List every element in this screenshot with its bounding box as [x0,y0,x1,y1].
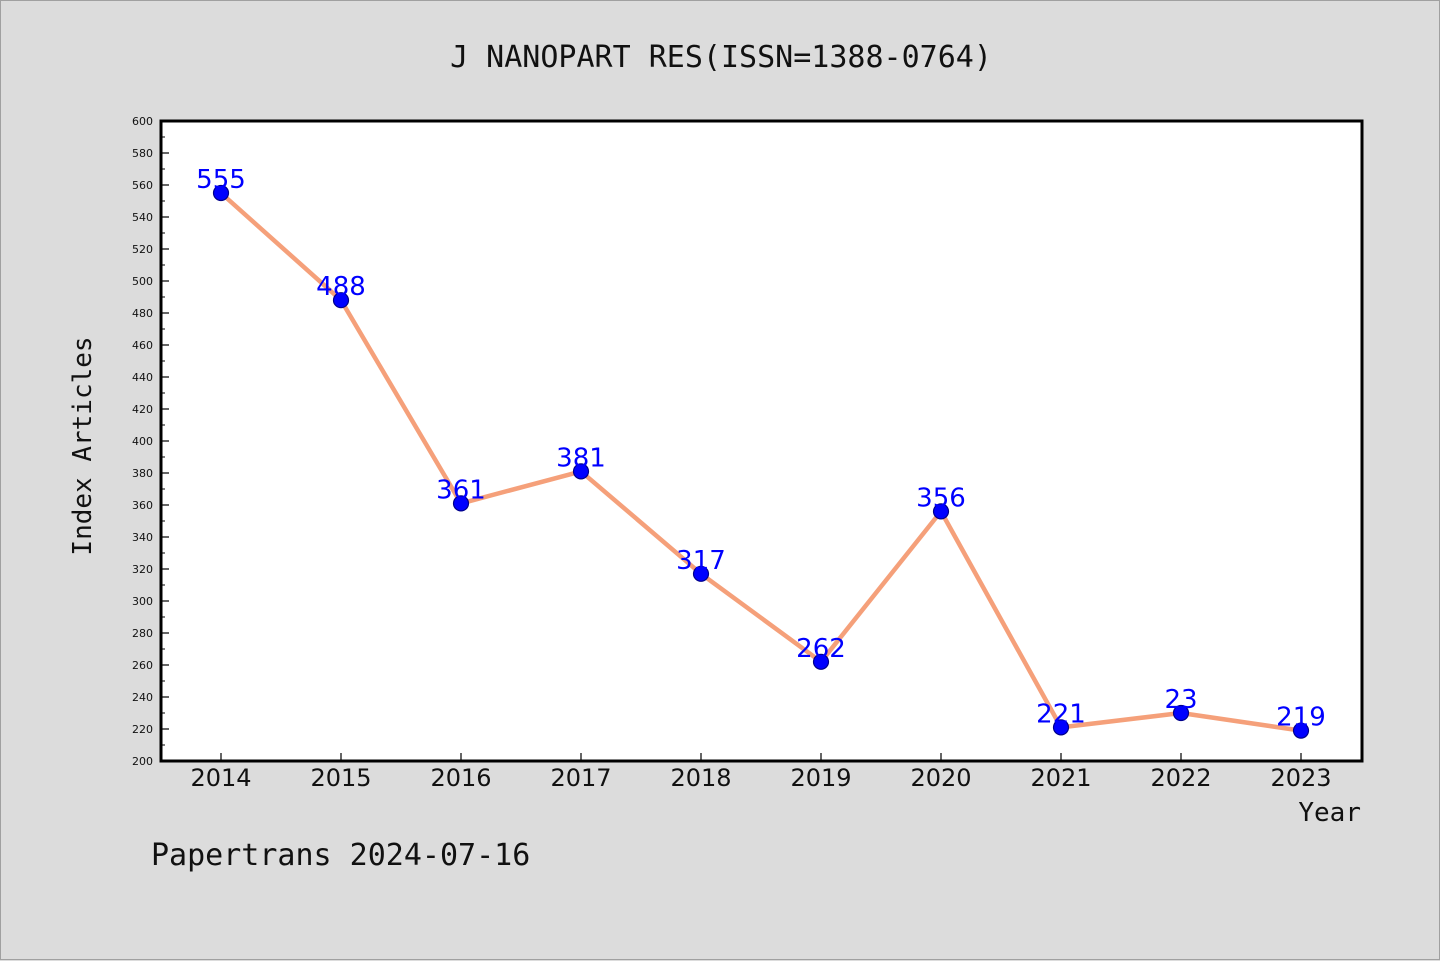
y-tick-label: 300 [132,595,153,608]
y-tick-label: 460 [132,339,153,352]
x-tick-label: 2023 [1270,764,1331,792]
y-tick-label: 240 [132,691,153,704]
data-label: 221 [1036,699,1086,729]
x-axis: 2014 2015 2016 2017 2018 2019 2020 2021 2022 2023 [190,753,1332,792]
series-line [218,190,1304,733]
y-tick-label: 600 [132,115,153,128]
data-point [572,463,590,480]
data-label: 262 [796,634,846,664]
y-tick-label: 580 [132,147,153,160]
chart-title: J NANOPART RES(ISSN=1388-0764) [450,40,992,75]
y-tick-label: 340 [132,531,153,544]
data-point [332,292,350,309]
x-tick-label: 2018 [670,764,731,792]
x-tick-label: 2019 [790,764,851,792]
data-point [212,184,230,202]
data-point [932,503,950,520]
x-tick-label: 2015 [310,764,371,792]
data-label: 488 [316,272,366,302]
y-tick-label: 400 [132,435,153,448]
data-label: 356 [916,483,966,513]
y-tick-label: 480 [132,307,153,320]
data-point [1172,704,1190,722]
x-tick-label: 2016 [430,764,491,792]
y-tick-label: 440 [132,371,153,384]
y-tick-label: 220 [132,723,153,736]
data-point [1052,719,1070,736]
y-tick-label: 260 [132,659,153,672]
y-tick-label: 200 [132,755,153,768]
y-tick-label: 500 [132,275,153,288]
y-tick-label: 380 [132,467,153,480]
y-tick-label: 320 [132,563,153,576]
y-tick-label: 420 [132,403,153,416]
data-point [1292,722,1310,739]
x-tick-label: 2017 [550,764,611,792]
y-tick-label: 520 [132,243,153,256]
plot-area [159,119,1364,763]
x-tick-label: 2014 [190,764,251,792]
y-tick-label: 560 [132,179,153,192]
y-tick-label: 540 [132,211,153,224]
x-tick-label: 2022 [1150,764,1211,792]
x-tick-label: 2021 [1030,764,1091,792]
data-label: 555 [196,165,246,195]
data-label: 317 [676,546,726,576]
data-label: 361 [436,475,486,505]
x-tick-label: 2020 [910,764,971,792]
y-axis: 200 220 240 260 280 300 320 340 360 380 400 420 440 4… [132,115,169,768]
x-axis-label: Year [1298,798,1361,828]
data-label: 23 [1164,685,1197,715]
y-tick-label: 360 [132,499,153,512]
data-point [452,495,470,512]
y-axis-label: Index Articles [68,336,98,555]
data-point [692,565,710,582]
data-label: 219 [1276,703,1326,733]
series-index-articles: 555 488 361 381 317 262 356 221 23 219 [196,165,1326,739]
data-point [812,653,830,670]
footer-credit: Papertrans 2024-07-16 [151,838,530,873]
y-tick-label: 280 [132,627,153,640]
data-label: 381 [556,443,606,473]
